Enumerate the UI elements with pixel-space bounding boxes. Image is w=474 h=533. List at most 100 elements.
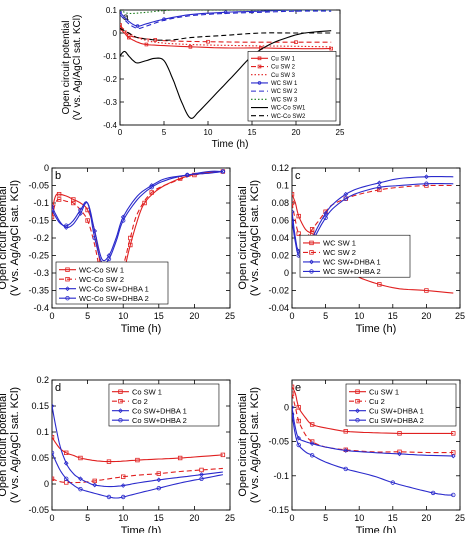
series-line-3 (120, 10, 332, 27)
x-axis-label: Time (h) (356, 323, 397, 335)
legend-marker (118, 398, 123, 404)
data-point (199, 467, 204, 473)
legend-entry: WC-Co SW+DHBA 1 (79, 284, 149, 293)
x-tick-label: 5 (85, 513, 90, 523)
data-point (92, 482, 98, 488)
legend-entry: WC-Co SW1 (271, 106, 306, 112)
data-point (135, 24, 140, 28)
x-axis-label: Time (h) (356, 525, 397, 533)
data-point (63, 460, 69, 466)
legend-entry: Co SW+DHBA 2 (132, 416, 187, 425)
data-point (292, 200, 295, 206)
data-point (64, 476, 69, 481)
data-point (294, 40, 298, 44)
legend-marker (118, 389, 123, 394)
legend-marker (309, 240, 314, 246)
data-point (128, 235, 133, 241)
legend-marker (355, 408, 360, 414)
data-point (323, 211, 328, 216)
y-tick-label: -0.4 (103, 121, 117, 130)
x-tick-label: 25 (455, 513, 465, 523)
series-group (52, 403, 226, 500)
x-tick-label: 25 (225, 513, 235, 523)
y-axis-label: (V vs. Ag/AgCl sat. KCl) (9, 180, 21, 296)
y-tick-label: 0.06 (271, 216, 289, 226)
x-tick-label: 5 (85, 311, 90, 321)
y-tick-label: -0.4 (33, 303, 49, 313)
data-point (296, 435, 302, 441)
x-tick-label: 20 (189, 311, 199, 321)
legend-entry: WC-Co SW+DHBA 2 (79, 294, 149, 303)
legend-marker (118, 418, 123, 423)
x-tick-label: 15 (388, 513, 398, 523)
legend-entry: WC SW 2 (271, 89, 298, 95)
series-line-3 (292, 183, 454, 257)
data-point (292, 405, 295, 410)
legend-entry: Cu SW 2 (271, 65, 296, 71)
data-point (156, 485, 161, 491)
legend-entry: Co 2 (132, 397, 148, 406)
legend-entry: WC SW 1 (271, 81, 298, 87)
x-tick-label: 0 (289, 513, 294, 523)
data-point (52, 207, 55, 213)
data-point (156, 477, 162, 483)
data-point (127, 33, 131, 38)
legend: Cu SW 1 Cu SW 2 Cu SW 3 WC SW 1 WC SW 2 WC SW… (247, 51, 337, 122)
y-tick-label: -0.2 (103, 75, 117, 84)
series-line-3 (52, 170, 223, 265)
data-point (451, 492, 456, 498)
series-line-3 (292, 414, 454, 496)
data-point (56, 197, 62, 202)
x-tick-label: 15 (388, 311, 398, 321)
data-point (120, 494, 126, 500)
y-tick-label: 0.12 (271, 163, 289, 173)
chart-panel-b: b0 5 10 15 20 25-0.4-0.35-0.3-0.25-0.2-0.15-0… (0, 163, 235, 335)
x-axis-label: Time (h) (121, 525, 162, 533)
legend-box (299, 234, 411, 278)
y-axis-label: (V vs. Ag/AgCl sat. KCl) (249, 180, 261, 296)
data-point (343, 191, 349, 197)
legend: Cu SW 1Cu 2Cu SW+DHBA 1Cu SW+DHBA 2 (345, 383, 457, 427)
y-tick-label: 0 (284, 403, 289, 413)
legend-box (247, 51, 337, 122)
series-line-2 (52, 170, 223, 262)
data-point (296, 213, 301, 219)
y-axis-label: Open circuit potential (0, 393, 9, 496)
legend-box (55, 261, 169, 305)
data-point (52, 450, 55, 455)
data-point (451, 431, 456, 436)
data-point (177, 455, 183, 461)
legend-box (345, 383, 457, 427)
series-line-4 (120, 10, 332, 30)
data-point (185, 172, 190, 178)
y-tick-label: 0.1 (276, 181, 289, 191)
data-point (71, 200, 76, 206)
y-tick-label: 0 (44, 163, 49, 173)
x-tick-label: 15 (154, 311, 164, 321)
series-line-0 (292, 386, 454, 434)
data-point (343, 429, 348, 434)
data-point (52, 403, 55, 409)
x-tick-label: 10 (354, 513, 364, 523)
y-axis-label: Open circuit potential (237, 186, 249, 289)
panel-letter: d (55, 382, 61, 394)
x-tick-label: 25 (336, 128, 345, 137)
legend: WC-Co SW 1WC-Co SW 2WC-Co SW+DHBA 1WC-Co… (55, 261, 169, 305)
data-point (424, 174, 429, 180)
y-tick-label: -0.15 (268, 505, 289, 515)
y-tick-label: 0.04 (271, 233, 289, 243)
legend-marker (118, 408, 123, 414)
data-point (92, 235, 97, 241)
data-point (292, 384, 295, 390)
data-point (106, 459, 112, 464)
y-tick-label: -0.02 (268, 286, 289, 296)
series-group (120, 10, 333, 119)
data-point (156, 471, 161, 476)
data-point (52, 434, 55, 440)
y-tick-label: -0.3 (33, 268, 49, 278)
y-tick-label: -0.05 (268, 437, 289, 447)
x-tick-label: 0 (118, 128, 123, 137)
data-point (296, 442, 301, 448)
x-tick-label: 5 (162, 128, 167, 137)
